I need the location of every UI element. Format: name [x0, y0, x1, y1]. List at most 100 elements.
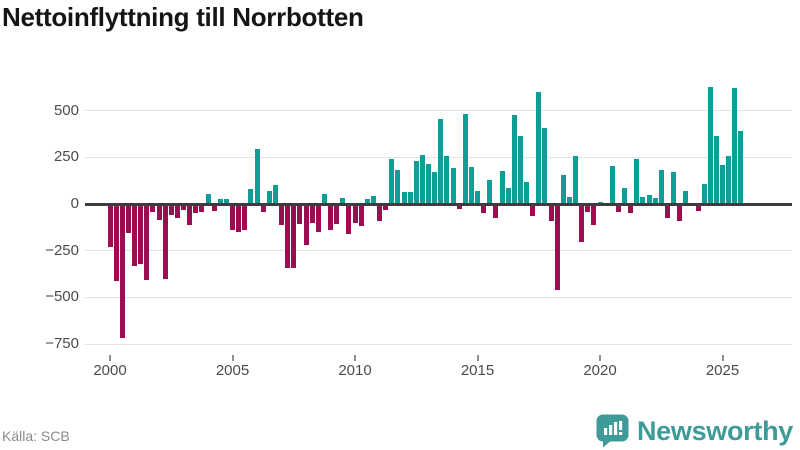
newsworthy-logo-icon — [596, 414, 629, 448]
bar-2000Q4 — [125, 204, 131, 233]
x-axis-tick — [109, 355, 111, 361]
bar-2018Q2 — [554, 204, 560, 290]
y-axis-label: 0 — [70, 195, 79, 212]
bar-2013Q4 — [444, 155, 450, 204]
bar-2021Q4 — [640, 196, 646, 204]
bar-2010Q4 — [370, 195, 376, 204]
bar-2002Q3 — [168, 204, 174, 216]
bar-2015Q4 — [493, 204, 499, 218]
bar-2021Q1 — [622, 188, 627, 204]
bar-2022Q1 — [646, 194, 652, 204]
bar-2020Q3 — [609, 165, 615, 204]
bar-2019Q2 — [579, 204, 585, 243]
bar-2022Q4 — [664, 204, 670, 218]
bar-2017Q3 — [536, 92, 542, 204]
bar-2011Q2 — [383, 204, 389, 210]
bar-2023Q1 — [671, 172, 676, 204]
bar-2012Q4 — [419, 154, 425, 204]
source-caption: Källa: SCB — [2, 428, 70, 444]
zero-axis-line — [85, 202, 792, 206]
x-axis-label: 2025 — [705, 362, 740, 379]
bar-2014Q1 — [450, 167, 456, 204]
bar-2001Q4 — [150, 204, 156, 212]
bar-2011Q1 — [377, 204, 382, 221]
gridline — [85, 296, 792, 298]
bar-2012Q2 — [407, 191, 413, 204]
bar-2002Q1 — [156, 204, 162, 220]
newsworthy-branding: Newsworthy — [596, 414, 793, 448]
bar-2008Q4 — [321, 193, 327, 204]
bar-2019Q3 — [585, 204, 591, 213]
bar-2025Q1 — [720, 164, 725, 204]
x-axis-label: 2020 — [583, 362, 617, 379]
bar-2008Q2 — [309, 204, 315, 223]
y-axis-label: −250 — [45, 241, 79, 259]
bar-2001Q2 — [138, 204, 144, 264]
bar-2018Q1 — [548, 204, 554, 221]
bar-2000Q1 — [107, 204, 113, 247]
x-axis-label: 2005 — [215, 362, 250, 379]
bar-2016Q2 — [505, 188, 511, 204]
bar-2007Q2 — [285, 204, 291, 268]
bar-2010Q2 — [358, 204, 364, 226]
bar-2013Q1 — [426, 163, 431, 204]
bar-2010Q3 — [364, 199, 370, 204]
bar-2005Q2 — [236, 204, 242, 232]
x-axis-label: 2010 — [338, 362, 372, 379]
bar-2023Q2 — [677, 204, 683, 221]
bar-2005Q1 — [230, 204, 235, 231]
bar-2018Q4 — [566, 196, 572, 204]
y-axis-label: 500 — [53, 101, 79, 119]
bar-2014Q2 — [456, 204, 462, 209]
bar-2016Q4 — [517, 135, 523, 204]
gridline — [85, 110, 792, 112]
gridline — [85, 250, 792, 252]
bar-2019Q4 — [591, 204, 597, 225]
newsworthy-wordmark: Newsworthy — [636, 415, 793, 446]
bar-2007Q4 — [297, 204, 303, 224]
x-axis-label: 2015 — [460, 362, 495, 379]
bar-2003Q2 — [187, 204, 193, 225]
bar-2000Q2 — [113, 204, 119, 281]
bar-2014Q4 — [468, 166, 474, 204]
bar-2021Q2 — [628, 204, 634, 214]
bar-2025Q2 — [726, 156, 732, 204]
bar-2016Q3 — [511, 115, 517, 204]
bar-2009Q3 — [340, 197, 346, 204]
bar-2017Q1 — [524, 181, 529, 204]
bar-2014Q3 — [462, 113, 468, 204]
bar-2004Q1 — [205, 193, 211, 204]
bar-2020Q4 — [615, 204, 621, 212]
x-axis-tick — [476, 355, 479, 361]
bar-2009Q2 — [334, 204, 340, 224]
bar-2005Q4 — [248, 189, 254, 204]
bar-2015Q1 — [475, 190, 480, 204]
bar-2008Q1 — [303, 204, 309, 246]
y-axis-label: 250 — [53, 148, 79, 166]
bar-2019Q1 — [573, 156, 578, 204]
x-axis-tick — [231, 355, 234, 361]
chart-title: Nettoinflyttning till Norrbotten — [2, 2, 364, 32]
bar-2002Q4 — [174, 204, 180, 218]
bar-2013Q2 — [432, 172, 438, 204]
bar-2010Q1 — [352, 204, 358, 223]
bar-2017Q2 — [530, 204, 536, 217]
bar-2004Q2 — [211, 204, 217, 211]
bar-2000Q3 — [119, 204, 125, 338]
bar-2024Q1 — [695, 204, 701, 211]
bar-2008Q3 — [315, 204, 321, 232]
bar-2013Q3 — [438, 119, 444, 204]
bar-2003Q4 — [199, 204, 205, 212]
x-axis-tick — [599, 355, 601, 361]
bar-2025Q3 — [732, 88, 738, 204]
bar-2011Q4 — [395, 170, 401, 204]
bar-2012Q3 — [413, 161, 419, 204]
y-axis-label: −750 — [45, 335, 79, 352]
bar-2025Q4 — [738, 131, 744, 204]
bar-2006Q4 — [272, 185, 278, 204]
x-axis-tick — [354, 355, 356, 361]
bar-2004Q3 — [217, 199, 223, 204]
bar-2021Q3 — [634, 159, 640, 204]
